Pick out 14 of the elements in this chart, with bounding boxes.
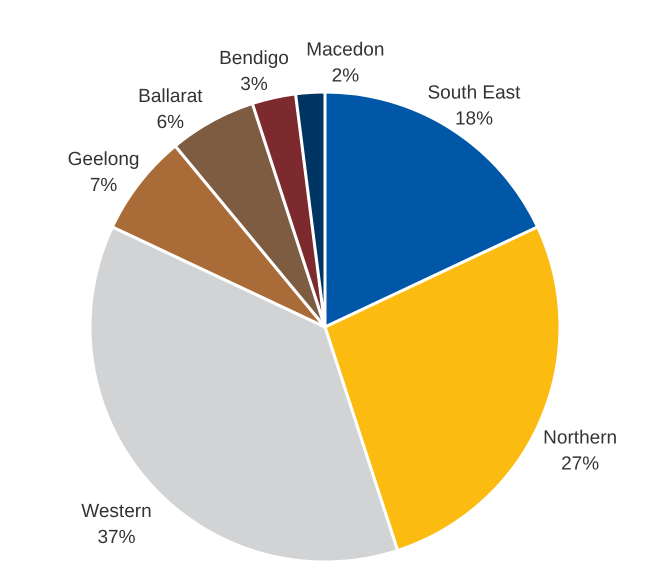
slice-label: Bendigo	[219, 48, 289, 70]
data-label: 37%	[97, 526, 136, 548]
data-label: 6%	[156, 112, 184, 133]
slice-label: South East	[427, 82, 522, 104]
slice-label: Macedon	[306, 40, 384, 61]
slice-label: Western	[81, 500, 152, 522]
data-label: 3%	[240, 74, 268, 96]
data-label: 27%	[561, 453, 600, 474]
data-label: 2%	[332, 66, 360, 87]
slice-label: Ballarat	[138, 86, 204, 107]
slice-label: Geelong	[68, 148, 140, 170]
data-label: 18%	[454, 108, 494, 130]
data-label: 7%	[90, 174, 118, 196]
slice-label: Northern	[543, 427, 618, 448]
